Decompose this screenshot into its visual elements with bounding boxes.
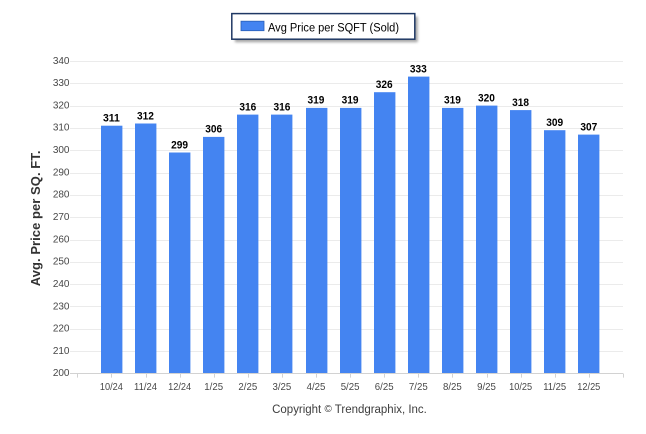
svg-text:318: 318: [512, 97, 529, 109]
svg-text:290: 290: [53, 167, 70, 178]
svg-text:319: 319: [308, 95, 325, 107]
svg-text:316: 316: [273, 101, 290, 113]
svg-text:12/24: 12/24: [168, 381, 191, 393]
svg-text:7/25: 7/25: [409, 381, 428, 393]
svg-text:333: 333: [410, 63, 427, 75]
svg-text:5/25: 5/25: [341, 381, 360, 393]
svg-text:319: 319: [444, 95, 461, 107]
svg-text:Copyright © Trendgraphix, Inc.: Copyright © Trendgraphix, Inc.: [272, 404, 427, 416]
svg-text:300: 300: [53, 145, 70, 156]
svg-text:320: 320: [478, 92, 495, 104]
svg-text:299: 299: [171, 139, 188, 151]
svg-text:340: 340: [53, 56, 70, 67]
svg-text:11/25: 11/25: [543, 381, 566, 393]
svg-text:306: 306: [205, 124, 222, 136]
svg-text:309: 309: [546, 117, 563, 129]
svg-text:10/24: 10/24: [100, 381, 123, 393]
svg-text:10/25: 10/25: [509, 381, 532, 393]
svg-text:210: 210: [53, 346, 70, 357]
svg-text:2/25: 2/25: [238, 381, 257, 393]
svg-text:250: 250: [53, 257, 70, 268]
svg-text:319: 319: [342, 95, 359, 107]
svg-text:Avg. Price per SQ. FT.: Avg. Price per SQ. FT.: [28, 151, 43, 287]
svg-text:307: 307: [580, 121, 597, 133]
svg-text:1/25: 1/25: [204, 381, 223, 393]
svg-text:4/25: 4/25: [307, 381, 326, 393]
svg-text:11/24: 11/24: [134, 381, 157, 393]
svg-text:6/25: 6/25: [375, 381, 394, 393]
svg-text:280: 280: [53, 190, 70, 201]
svg-text:200: 200: [53, 368, 70, 379]
svg-text:9/25: 9/25: [477, 381, 496, 393]
svg-text:Avg Price per SQFT (Sold): Avg Price per SQFT (Sold): [268, 22, 399, 34]
svg-text:326: 326: [376, 79, 393, 91]
svg-text:12/25: 12/25: [577, 381, 600, 393]
svg-text:316: 316: [239, 101, 256, 113]
svg-text:311: 311: [103, 113, 120, 125]
svg-text:312: 312: [137, 110, 154, 122]
svg-text:230: 230: [53, 301, 70, 312]
svg-text:330: 330: [53, 78, 70, 89]
svg-text:8/25: 8/25: [443, 381, 462, 393]
svg-text:320: 320: [53, 100, 70, 111]
svg-text:310: 310: [53, 123, 70, 134]
svg-text:260: 260: [53, 234, 70, 245]
svg-text:3/25: 3/25: [273, 381, 292, 393]
svg-text:240: 240: [53, 279, 70, 290]
svg-text:220: 220: [53, 324, 70, 335]
svg-text:270: 270: [53, 212, 70, 223]
